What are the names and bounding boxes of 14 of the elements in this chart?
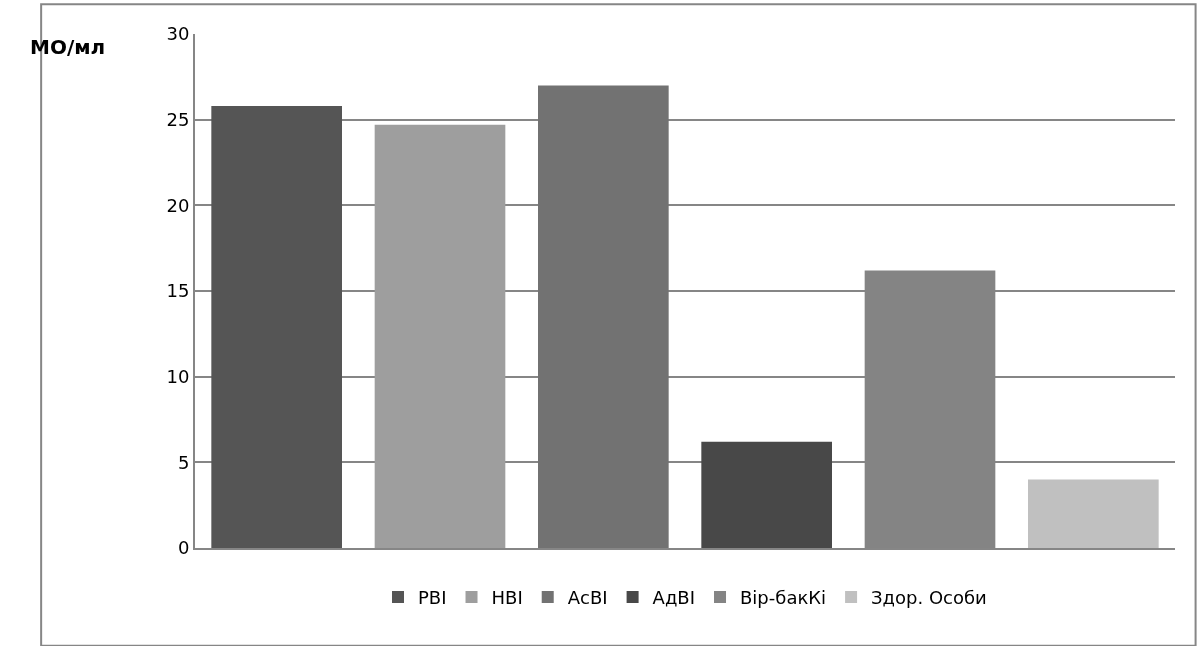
- legend-label: НВІ: [491, 587, 523, 609]
- y-tick-label: 25: [166, 108, 190, 130]
- y-tick-label: 10: [166, 365, 190, 387]
- y-tick-label: 15: [166, 280, 190, 302]
- legend-label: Вір-бакКі: [740, 587, 827, 609]
- legend-label: АсВІ: [567, 587, 608, 609]
- legend-label: АдВІ: [652, 587, 696, 609]
- y-tick-label: 20: [166, 194, 190, 216]
- y-tick-label: 0: [177, 537, 190, 559]
- y-tick-label: 5: [177, 451, 190, 473]
- y-tick-label: 30: [166, 23, 190, 45]
- y-axis-title: МО/мл: [30, 35, 106, 59]
- legend-label: РВІ: [418, 587, 447, 609]
- legend-label: Здор. Особи: [871, 587, 987, 609]
